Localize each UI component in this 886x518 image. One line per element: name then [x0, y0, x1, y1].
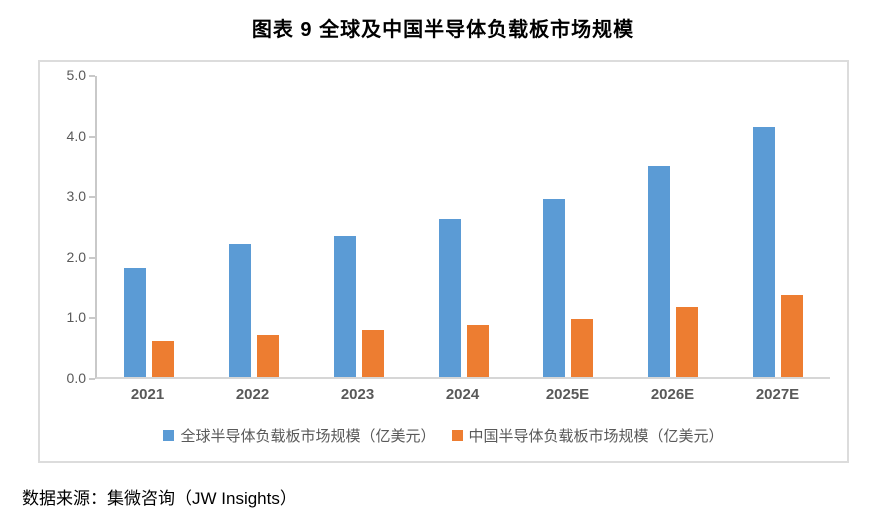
legend-swatch-icon [451, 430, 463, 441]
legend-label: 中国半导体负载板市场规模（亿美元） [468, 428, 724, 445]
bar-2022-中国半导体负载板市场规模（亿美元） [257, 335, 280, 377]
x-axis-label-2026E: 2026E [650, 386, 695, 403]
bar-group-2027E [725, 76, 830, 377]
y-axis-label: 4.0 [66, 127, 86, 144]
y-axis-label: 3.0 [66, 188, 86, 205]
y-axis-tick [89, 317, 95, 320]
y-axis-tick [89, 75, 95, 77]
y-axis-tick [89, 378, 95, 380]
legend: 全球半导体负载板市场规模（亿美元） 中国半导体负载板市场规模（亿美元） [40, 425, 847, 446]
bar-group-2022 [202, 76, 307, 377]
legend-item: 全球半导体负载板市场规模（亿美元） [163, 425, 436, 446]
y-axis-tick [89, 196, 95, 199]
bar-2027E-中国半导体负载板市场规模（亿美元） [780, 295, 803, 377]
chart-title: 图表 9 全球及中国半导体负载板市场规模 [251, 19, 635, 41]
x-axis-label-2024: 2024 [445, 386, 480, 403]
bar-group-2024 [411, 76, 516, 377]
x-axis-label-2025E: 2025E [545, 386, 590, 403]
x-axis-labels: 2021 2022 2023 2024 2025E 2026E 2027E [95, 386, 830, 403]
bar-2025E-全球半导体负载板市场规模（亿美元） [543, 199, 566, 377]
chart-frame: 0.0 1.0 2.0 3.0 4.0 5.0 2021 2022 2023 2024 2025E… [38, 60, 849, 463]
bar-2021-全球半导体负载板市场规模（亿美元） [124, 268, 147, 377]
bar-2023-中国半导体负载板市场规模（亿美元） [361, 330, 384, 377]
x-axis-label-2022: 2022 [235, 386, 270, 403]
bar-2021-中国半导体负载板市场规模（亿美元） [152, 341, 175, 377]
bar-group-2026E [621, 76, 726, 377]
y-axis-tick [89, 256, 95, 259]
y-axis-label: 2.0 [66, 248, 86, 265]
y-axis-label: 1.0 [66, 309, 86, 326]
data-source-note: 数据来源：集微咨询（JW Insights） [22, 489, 297, 508]
bar-2024-中国半导体负载板市场规模（亿美元） [466, 325, 489, 377]
bar-group-2025E [516, 76, 621, 377]
x-axis-label-2021: 2021 [130, 386, 165, 403]
legend-label: 全球半导体负载板市场规模（亿美元） [180, 428, 436, 445]
bar-2026E-全球半导体负载板市场规模（亿美元） [647, 166, 670, 377]
plot-area [95, 76, 830, 379]
y-axis-label: 0.0 [66, 370, 86, 386]
y-axis-label: 5.0 [66, 67, 86, 83]
bar-2026E-中国半导体负载板市场规模（亿美元） [675, 307, 698, 377]
bar-group-2021 [97, 76, 202, 377]
x-axis-label-2023: 2023 [340, 386, 375, 403]
legend-swatch-icon [163, 430, 175, 441]
bar-2024-全球半导体负载板市场规模（亿美元） [438, 219, 461, 377]
bar-2027E-全球半导体负载板市场规模（亿美元） [752, 127, 775, 377]
y-axis-tick [89, 135, 95, 138]
bar-groups [97, 76, 830, 377]
bar-2022-全球半导体负载板市场规模（亿美元） [229, 244, 252, 377]
bar-2025E-中国半导体负载板市场规模（亿美元） [571, 319, 594, 377]
bar-group-2023 [306, 76, 411, 377]
bar-2023-全球半导体负载板市场规模（亿美元） [333, 236, 356, 377]
x-axis-label-2027E: 2027E [755, 386, 800, 403]
legend-item: 中国半导体负载板市场规模（亿美元） [451, 425, 724, 446]
